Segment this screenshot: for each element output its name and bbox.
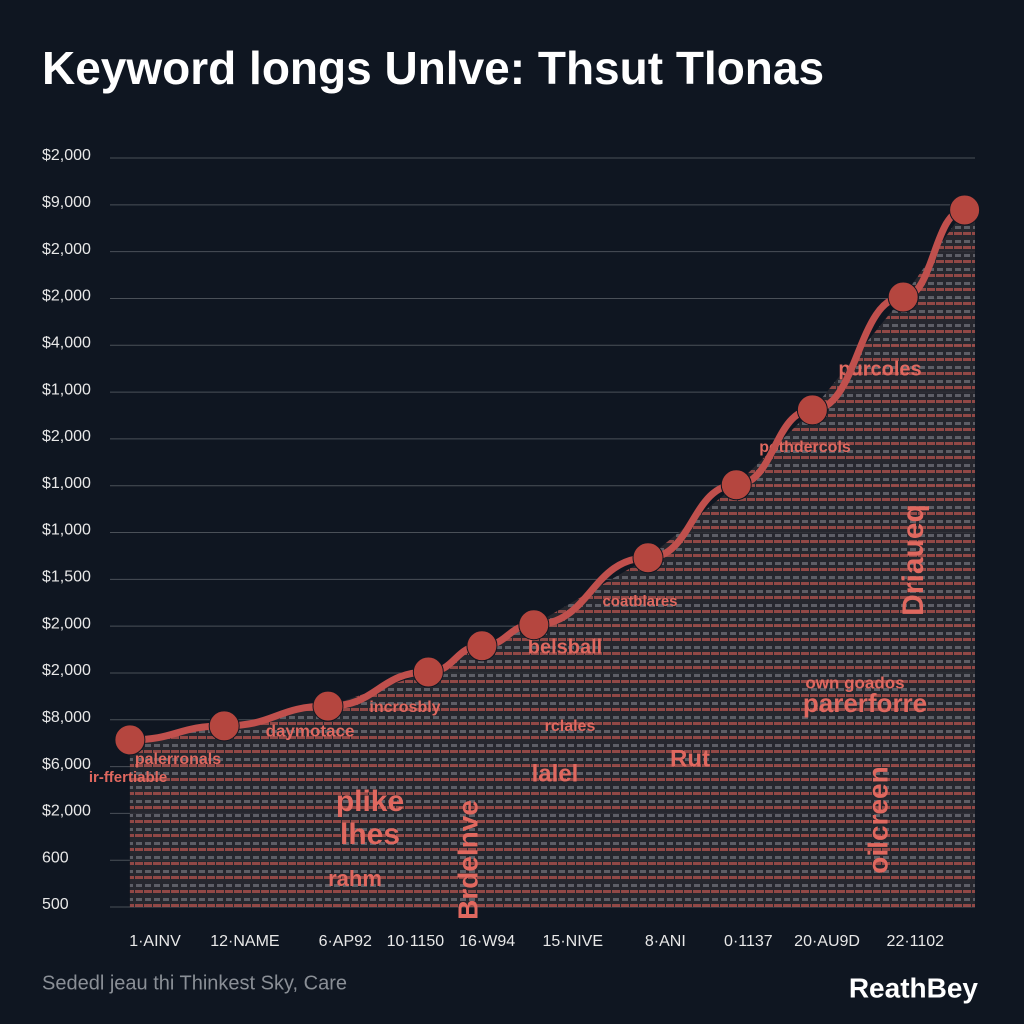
y-tick-label: $6,000 (42, 756, 91, 773)
annotation: own goados (805, 673, 904, 692)
point (720, 469, 752, 501)
x-tick-label: 0·1137 (724, 933, 773, 950)
y-tick-label: $2,000 (42, 288, 91, 305)
annotation: palerronals (135, 751, 221, 768)
annotation: Driaueq (897, 504, 930, 616)
line (126, 206, 969, 744)
y-tick-label: $1,000 (42, 475, 91, 492)
y-tick-label: 600 (42, 849, 69, 866)
x-tick-label: 1·AINV (129, 933, 181, 950)
point (518, 609, 550, 641)
x-tick-label: 8·ANI (645, 933, 686, 950)
y-tick-label: $2,000 (42, 662, 91, 679)
annotation: pothdercols (759, 439, 851, 456)
annotation: Rut (670, 745, 710, 772)
y-tick-label: 500 (42, 896, 69, 913)
x-tick-label: 20·AU9D (794, 933, 860, 950)
annotation: plike (336, 785, 404, 818)
point (466, 630, 498, 662)
brand: ReathBey (849, 972, 979, 1003)
annotation: incrosbly (369, 699, 440, 716)
x-tick-label: 6·AP92 (319, 933, 372, 950)
y-tick-label: $2,000 (42, 803, 91, 820)
x-tick-label: 10·1150 (387, 933, 445, 950)
annotation: rclales (545, 718, 596, 735)
point (114, 724, 146, 756)
annotation: purcoles (838, 358, 921, 380)
annotation: lalel (532, 760, 579, 787)
y-tick-label: $4,000 (42, 334, 91, 351)
point (796, 394, 828, 426)
y-tick-label: $1,000 (42, 381, 91, 398)
annotation: oilcreen (862, 766, 893, 873)
footer: Sededl jeau thi Thinkest Sky, Care (42, 972, 347, 994)
annotation: daymotace (266, 721, 355, 740)
y-tick-label: $2,000 (42, 241, 91, 258)
x-tick-label: 16·W94 (459, 933, 515, 950)
annotation: lhes (340, 818, 400, 851)
chart-title: Keyword longs Unlve: Thsut Tlonas (42, 42, 824, 94)
point (412, 656, 444, 688)
y-tick-label: $8,000 (42, 709, 91, 726)
annotation: parerforre (803, 688, 927, 718)
point (312, 690, 344, 722)
y-tick-label: $2,000 (42, 147, 91, 164)
y-tick-label: $2,000 (42, 428, 91, 445)
annotation: belsball (528, 636, 602, 658)
point (949, 194, 981, 226)
y-tick-label: $1,500 (42, 569, 91, 586)
x-tick-label: 12·NAME (210, 933, 279, 950)
y-tick-label: $2,000 (42, 615, 91, 632)
x-tick-label: 15·NIVE (543, 933, 603, 950)
y-tick-label: $1,000 (42, 522, 91, 539)
annotation: rahm (328, 866, 382, 891)
texture-area (129, 209, 975, 908)
point (208, 710, 240, 742)
annotation: ir-ffertiable (89, 769, 167, 786)
y-tick-label: $9,000 (42, 194, 91, 211)
annotation: coatblares (602, 593, 677, 610)
x-tick-label: 22·1102 (887, 933, 945, 950)
annotation: Brdelnve (452, 800, 483, 920)
point (887, 281, 919, 313)
point (632, 542, 664, 574)
